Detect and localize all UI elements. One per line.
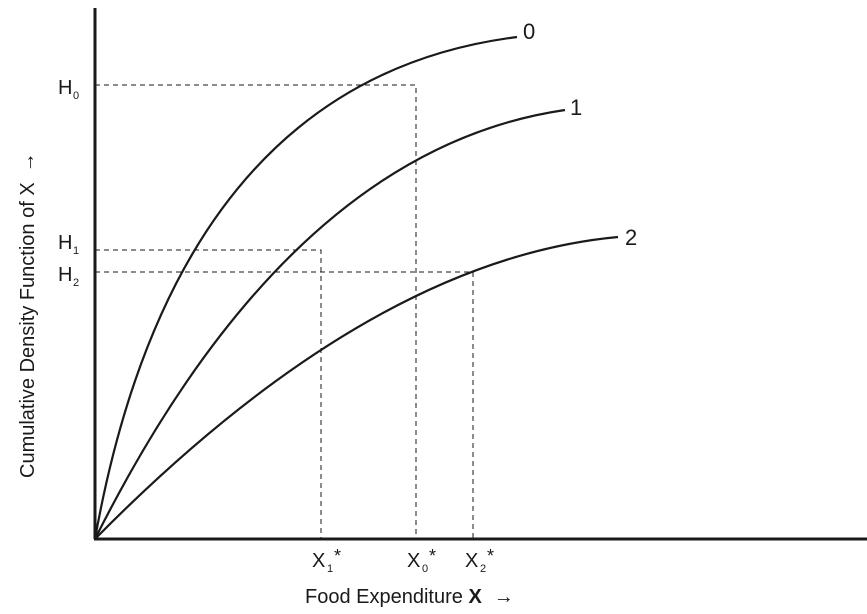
y-mark-h1: H 1 [58,232,79,257]
x-mark-x2-sup: * [487,546,494,566]
x-mark-x1: X 1 * [312,546,341,575]
x-mark-x1-base: X [312,550,325,572]
x-mark-x2: X 2 * [465,546,494,575]
y-mark-h2: H 2 [58,264,79,289]
x-mark-x0-base: X [407,550,420,572]
curve-2 [94,235,619,540]
curve-0 [93,35,518,540]
x-axis-title-arrow: → [494,586,514,608]
y-mark-h2-sub: 2 [73,277,79,289]
y-mark-h1-base: H [58,232,72,254]
x-mark-x1-sup: * [334,546,341,566]
y-mark-h2-base: H [58,264,72,286]
x-mark-x0: X 0 * [407,546,436,575]
curve-1 [94,108,566,540]
y-axis-title: Cumulative Density Function of X → [17,152,39,478]
y-axis-title-arrow: → [17,152,39,172]
y-mark-h0-sub: 0 [73,90,79,102]
x-mark-x2-sub: 2 [480,563,486,575]
y-axis-title-text: Cumulative Density Function of X [17,182,39,478]
guide-h0-x0 [95,84,417,539]
curve-label-0: 0 [523,19,535,44]
x-axis-title-var: X [468,586,482,608]
curve-label-2: 2 [625,225,637,250]
y-mark-h1-sub: 1 [73,245,79,257]
guide-h2-x2 [95,271,474,539]
guide-h1-x1 [95,249,322,539]
y-mark-h0: H 0 [58,77,79,102]
curve-label-1: 1 [570,95,582,120]
x-axis-title-text: Food Expenditure [305,586,468,608]
y-mark-h0-base: H [58,77,72,99]
x-mark-x0-sup: * [429,546,436,566]
x-mark-x0-sub: 0 [422,563,428,575]
x-mark-x2-base: X [465,550,478,572]
x-mark-x1-sub: 1 [327,563,333,575]
x-axis-title: Food Expenditure X → [305,586,514,608]
